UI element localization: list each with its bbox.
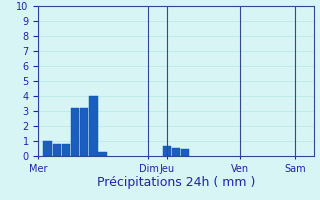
Bar bbox=[181, 149, 189, 156]
Bar bbox=[163, 146, 171, 156]
X-axis label: Précipitations 24h ( mm ): Précipitations 24h ( mm ) bbox=[97, 176, 255, 189]
Bar bbox=[71, 108, 79, 156]
Bar bbox=[44, 141, 52, 156]
Bar bbox=[80, 108, 88, 156]
Bar bbox=[62, 144, 70, 156]
Bar bbox=[99, 152, 107, 156]
Bar bbox=[172, 148, 180, 156]
Bar bbox=[52, 144, 61, 156]
Bar bbox=[89, 96, 98, 156]
